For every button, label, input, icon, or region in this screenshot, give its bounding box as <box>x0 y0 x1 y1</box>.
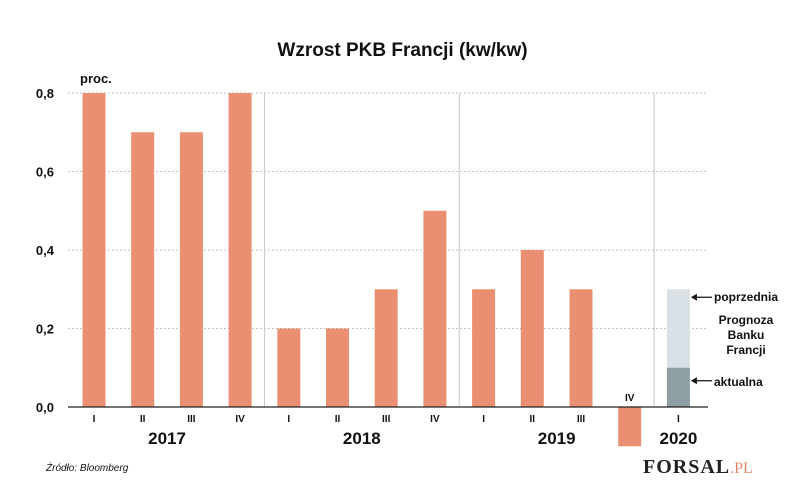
arrow-to-previous-head <box>690 293 697 301</box>
forsal-logo: FORSAL.PL <box>643 456 753 478</box>
forecast-group-label: Prognoza Banku Francji <box>718 313 774 357</box>
bar <box>131 132 155 407</box>
forecast-current-label: aktualna <box>714 375 763 389</box>
y-tick-label: 0,4 <box>36 243 55 258</box>
y-axis-unit: proc. <box>80 71 112 86</box>
bar <box>569 289 593 407</box>
x-quarter-label: I <box>482 414 485 425</box>
bar <box>82 93 106 407</box>
y-tick-label: 0,8 <box>36 86 54 101</box>
bar <box>228 93 252 407</box>
x-year-label: 2017 <box>148 429 186 448</box>
bar-forecast-current <box>666 367 690 407</box>
chart-title: Wzrost PKB Francji (kw/kw) <box>277 40 528 61</box>
x-quarter-label: II <box>335 414 341 425</box>
bar <box>326 328 349 407</box>
y-tick-label: 0,6 <box>36 165 54 180</box>
y-tick-label: 0,0 <box>36 400 54 415</box>
x-year-label: 2019 <box>538 429 576 448</box>
x-quarter-label: II <box>530 414 536 425</box>
x-quarter-label: I <box>93 414 96 425</box>
x-year-label: 2018 <box>343 429 381 448</box>
bar <box>423 210 447 407</box>
x-quarter-label: IV <box>235 414 245 425</box>
x-quarter-label: III <box>382 414 391 425</box>
x-quarter-label: IV <box>625 393 635 404</box>
bar <box>374 289 398 407</box>
x-quarter-label: I <box>677 414 680 425</box>
x-quarter-label: IV <box>430 414 440 425</box>
forecast-previous-label: poprzednia <box>714 290 779 304</box>
x-quarter-label: I <box>287 414 290 425</box>
y-tick-label: 0,2 <box>36 322 54 337</box>
bar <box>520 250 544 407</box>
x-quarter-label: III <box>577 414 586 425</box>
x-year-label: 2020 <box>659 429 697 448</box>
bar <box>472 289 496 407</box>
source-note: Źródło: Bloomberg <box>46 463 129 474</box>
x-quarter-label: III <box>187 414 196 425</box>
bar <box>179 132 203 407</box>
x-quarter-label: II <box>140 414 146 425</box>
bar <box>277 328 301 407</box>
bar-negative <box>618 407 642 447</box>
arrow-to-current-head <box>690 377 697 385</box>
